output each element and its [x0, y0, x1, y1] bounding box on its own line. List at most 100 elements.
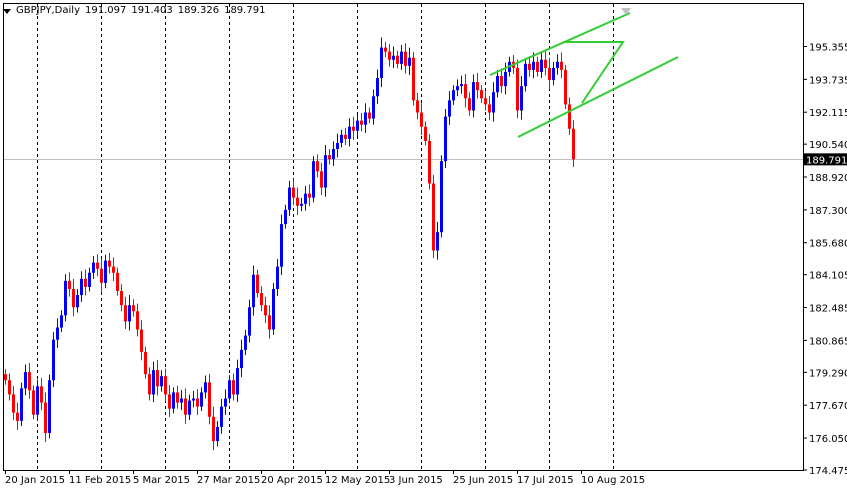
- candle[interactable]: [412, 51, 415, 106]
- candle[interactable]: [540, 53, 543, 79]
- candle[interactable]: [52, 332, 55, 388]
- candle[interactable]: [552, 61, 555, 86]
- candle[interactable]: [32, 385, 35, 420]
- candle[interactable]: [128, 295, 131, 331]
- candle[interactable]: [72, 278, 75, 317]
- candle[interactable]: [160, 370, 163, 392]
- candle[interactable]: [436, 222, 439, 260]
- candle[interactable]: [324, 144, 327, 197]
- candle[interactable]: [40, 377, 43, 411]
- candle[interactable]: [372, 89, 375, 125]
- candle[interactable]: [64, 274, 67, 322]
- candle[interactable]: [300, 197, 303, 212]
- candle[interactable]: [164, 368, 167, 402]
- candle[interactable]: [108, 252, 111, 274]
- candle[interactable]: [260, 286, 263, 312]
- candle[interactable]: [228, 375, 231, 404]
- candle[interactable]: [484, 91, 487, 111]
- candle[interactable]: [472, 74, 475, 118]
- candles-layer[interactable]: [4, 37, 575, 451]
- candle[interactable]: [192, 390, 195, 408]
- candle[interactable]: [4, 369, 7, 385]
- candle[interactable]: [404, 43, 407, 74]
- candle[interactable]: [464, 73, 467, 108]
- candle[interactable]: [120, 284, 123, 312]
- candle[interactable]: [544, 51, 547, 76]
- candle[interactable]: [208, 373, 211, 425]
- candle[interactable]: [364, 103, 367, 134]
- candle[interactable]: [456, 79, 459, 97]
- candle[interactable]: [272, 283, 275, 335]
- candle[interactable]: [104, 254, 107, 289]
- candle[interactable]: [476, 72, 479, 99]
- chart-shift-marker[interactable]: [621, 8, 631, 15]
- candle[interactable]: [136, 303, 139, 337]
- candle[interactable]: [112, 257, 115, 282]
- candle[interactable]: [256, 269, 259, 298]
- candle[interactable]: [320, 162, 323, 196]
- candle[interactable]: [468, 92, 471, 116]
- candle[interactable]: [204, 375, 207, 399]
- candle[interactable]: [152, 361, 155, 403]
- candle[interactable]: [184, 388, 187, 424]
- candle[interactable]: [12, 385, 15, 421]
- candle[interactable]: [180, 390, 183, 411]
- candle[interactable]: [220, 399, 223, 434]
- candle[interactable]: [308, 184, 311, 207]
- candle[interactable]: [348, 118, 351, 147]
- candle[interactable]: [24, 364, 27, 396]
- candle[interactable]: [244, 329, 247, 356]
- candle[interactable]: [140, 320, 143, 361]
- candle[interactable]: [500, 68, 503, 93]
- candle[interactable]: [200, 387, 203, 412]
- candle[interactable]: [368, 107, 371, 124]
- rising-wedge-pattern[interactable]: [563, 41, 625, 104]
- candle[interactable]: [332, 141, 335, 167]
- dropdown-triangle-icon[interactable]: [3, 8, 11, 14]
- candle[interactable]: [168, 385, 171, 418]
- candle[interactable]: [432, 175, 435, 259]
- candle[interactable]: [284, 204, 287, 229]
- candle[interactable]: [380, 37, 383, 88]
- candle[interactable]: [568, 97, 571, 135]
- candle[interactable]: [492, 82, 495, 122]
- candle[interactable]: [276, 259, 279, 296]
- candle[interactable]: [68, 272, 71, 297]
- candle[interactable]: [384, 41, 387, 57]
- candle[interactable]: [268, 305, 271, 339]
- candle[interactable]: [156, 359, 159, 396]
- candle[interactable]: [232, 373, 235, 401]
- candle[interactable]: [76, 289, 79, 313]
- candle[interactable]: [428, 134, 431, 190]
- candle[interactable]: [440, 155, 443, 238]
- candle[interactable]: [400, 44, 403, 70]
- candle[interactable]: [216, 420, 219, 447]
- candle[interactable]: [20, 382, 23, 427]
- candle[interactable]: [16, 402, 19, 430]
- candle[interactable]: [424, 121, 427, 146]
- candle[interactable]: [524, 57, 527, 92]
- candle[interactable]: [240, 339, 243, 378]
- candle[interactable]: [560, 52, 563, 79]
- candle[interactable]: [148, 367, 151, 401]
- candle[interactable]: [144, 346, 147, 379]
- candle[interactable]: [28, 362, 31, 399]
- candle[interactable]: [36, 379, 39, 421]
- candle[interactable]: [280, 214, 283, 276]
- candle[interactable]: [352, 116, 355, 140]
- candle[interactable]: [212, 406, 215, 451]
- candle[interactable]: [56, 318, 59, 349]
- candle[interactable]: [528, 56, 531, 77]
- candle[interactable]: [100, 258, 103, 293]
- candle[interactable]: [460, 75, 463, 94]
- candle[interactable]: [84, 269, 87, 296]
- candle[interactable]: [116, 267, 119, 296]
- trendlines-layer[interactable]: [489, 12, 679, 138]
- candle[interactable]: [408, 47, 411, 75]
- candle[interactable]: [48, 374, 51, 439]
- candle[interactable]: [188, 394, 191, 421]
- candle[interactable]: [520, 76, 523, 120]
- candle[interactable]: [444, 108, 447, 169]
- candle[interactable]: [44, 392, 47, 443]
